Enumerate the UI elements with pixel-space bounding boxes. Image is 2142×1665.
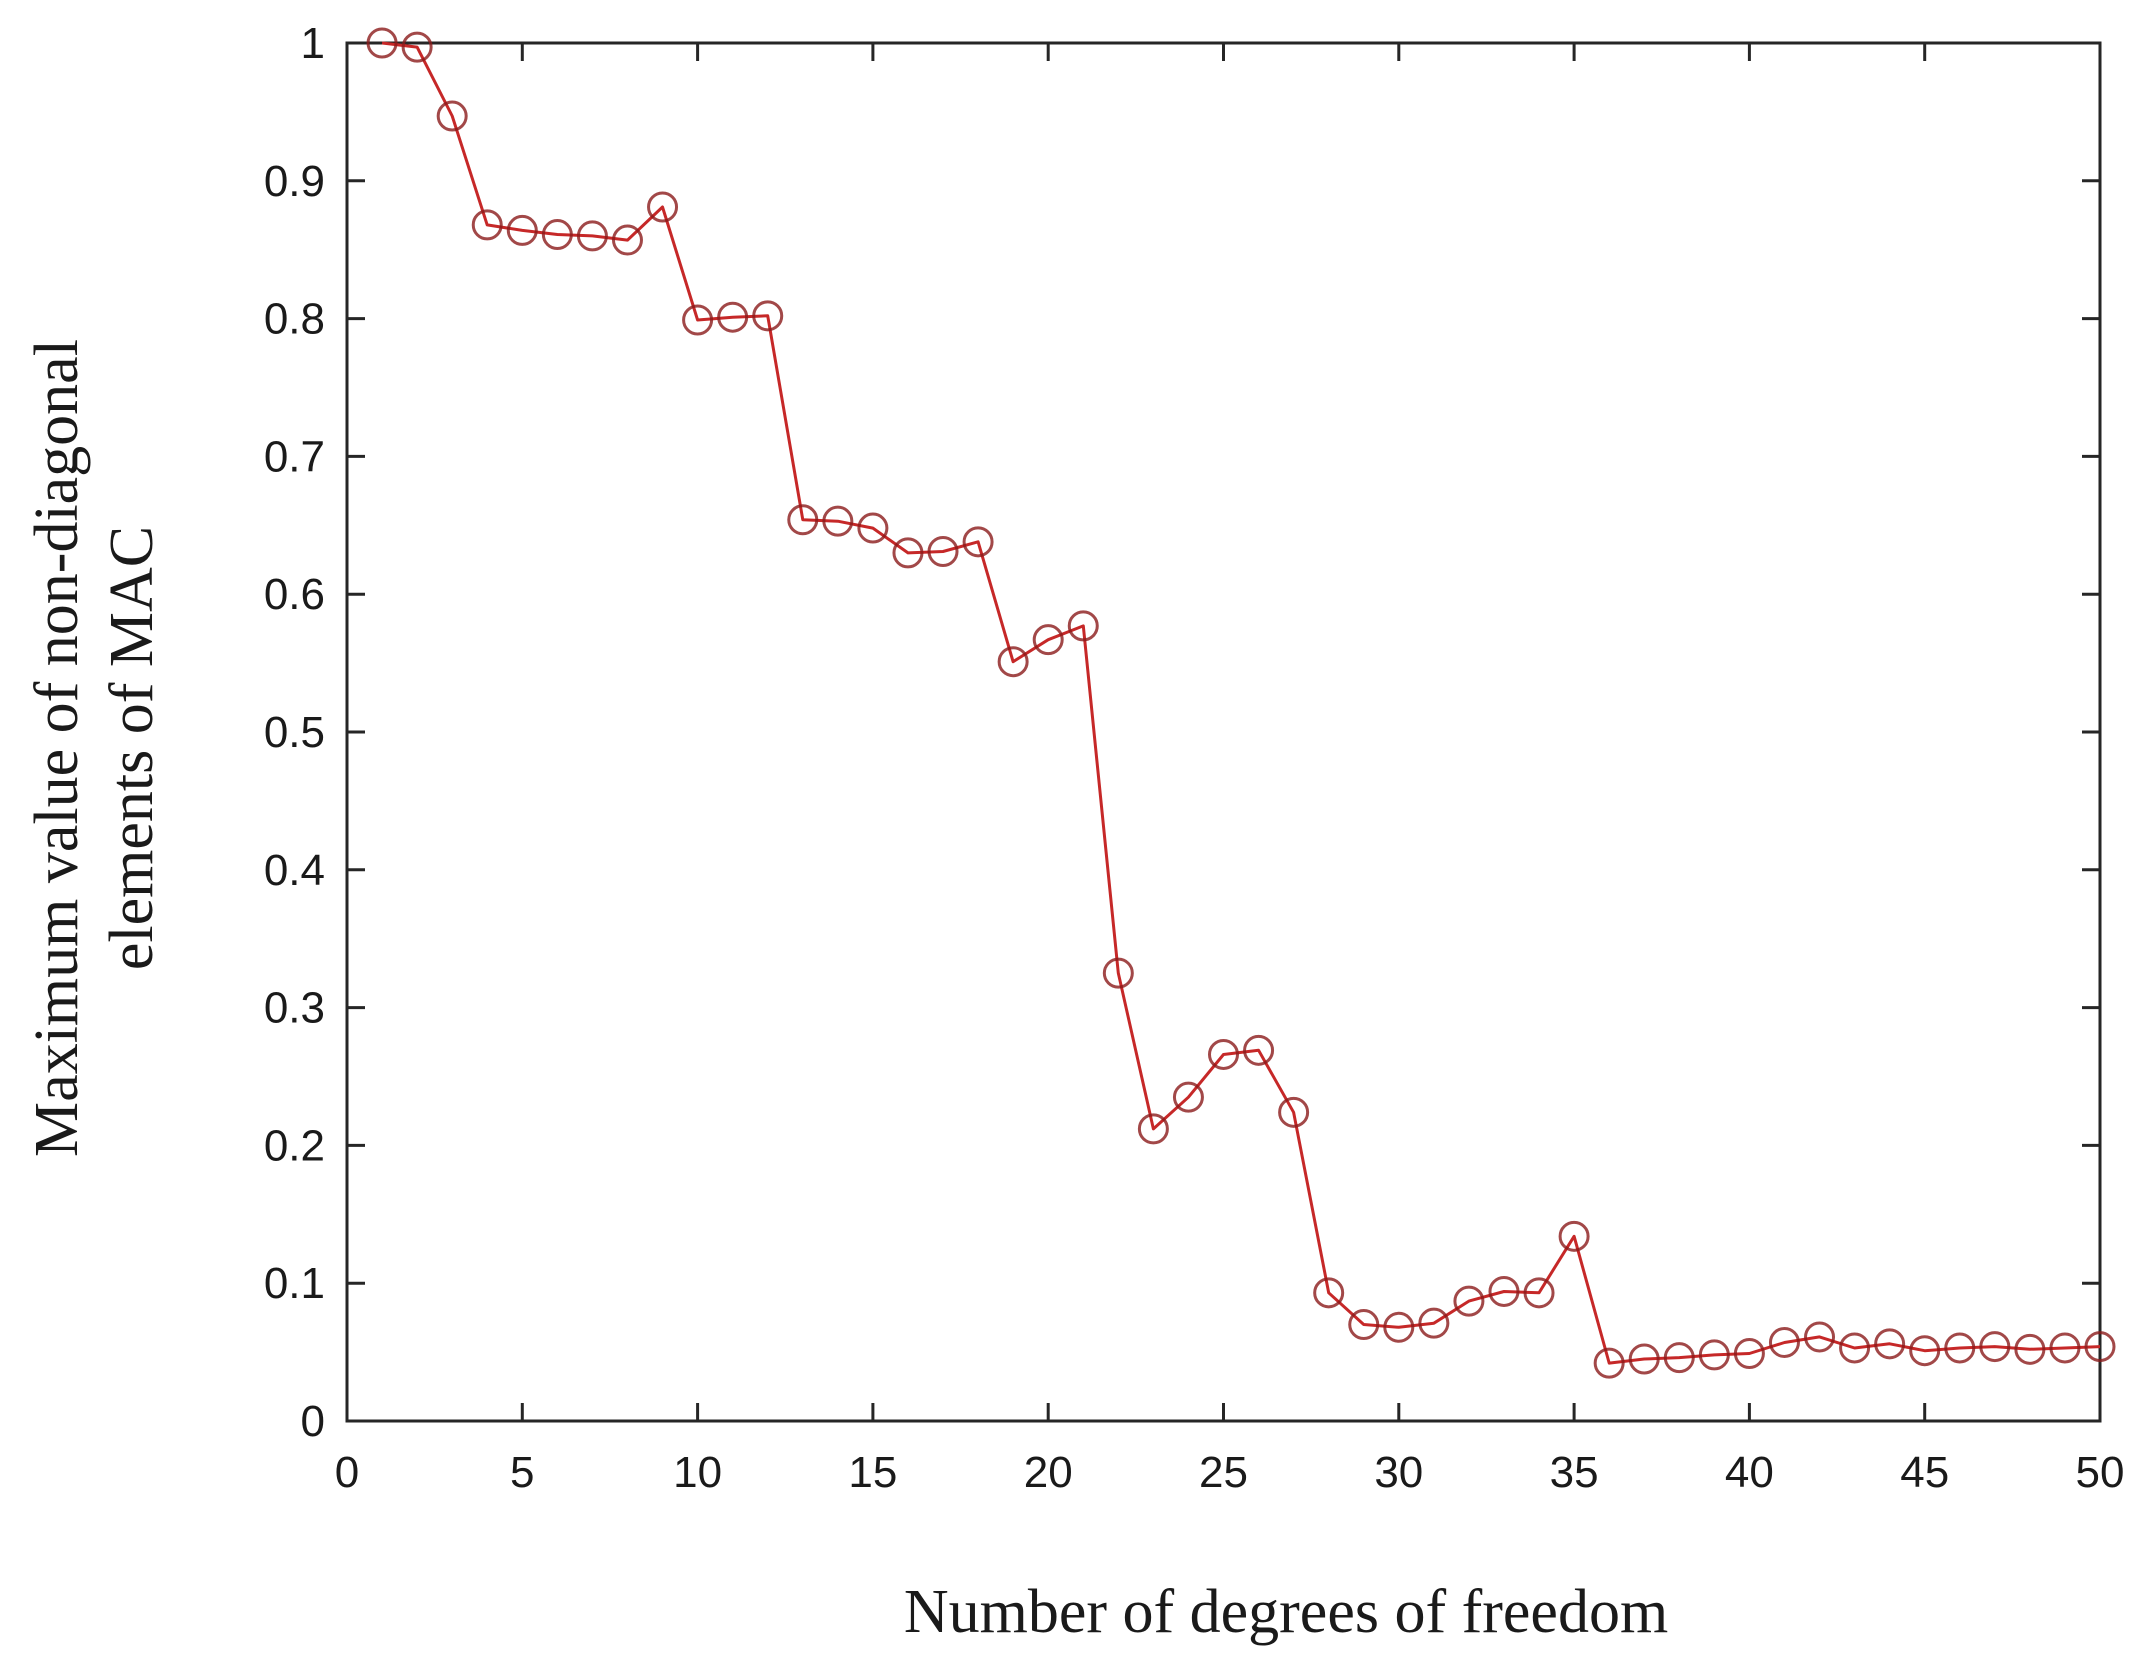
data-point bbox=[1558, 1220, 1590, 1252]
data-point bbox=[1593, 1347, 1625, 1379]
data-point bbox=[1488, 1275, 1520, 1307]
x-axis-title: Number of degrees of freedom bbox=[904, 1578, 1668, 1646]
data-point bbox=[1102, 957, 1134, 989]
data-point bbox=[1208, 1038, 1239, 1070]
y-tick-label: 0 bbox=[301, 1397, 325, 1446]
axis-ticks: 0 5 10 15 20 25 30 35 40 45 50 0 0.1 0.2 0.3 0.4 0.5 0.6 0… bbox=[264, 19, 2125, 1497]
plot-frame bbox=[345, 41, 2102, 1423]
data-point bbox=[1733, 1337, 1765, 1369]
series-line bbox=[381, 41, 2101, 1365]
y-axis-title-line-2: elements of MAC bbox=[98, 526, 166, 970]
data-point bbox=[541, 219, 573, 251]
data-point bbox=[962, 526, 994, 558]
data-point bbox=[1418, 1307, 1450, 1339]
data-point bbox=[1172, 1081, 1204, 1113]
x-tick-label: 0 bbox=[335, 1448, 359, 1497]
data-point bbox=[366, 27, 398, 59]
y-tick-label: 0.9 bbox=[264, 157, 325, 206]
data-point bbox=[717, 301, 749, 333]
data-point bbox=[997, 646, 1029, 678]
y-tick-label: 0.5 bbox=[264, 708, 325, 757]
data-point bbox=[1032, 624, 1064, 656]
y-tick-label: 1 bbox=[301, 19, 325, 68]
data-point bbox=[1663, 1342, 1695, 1374]
data-point bbox=[1348, 1309, 1380, 1341]
x-tick-label: 50 bbox=[2076, 1448, 2125, 1497]
data-point bbox=[1944, 1332, 1976, 1364]
x-tick-label: 30 bbox=[1374, 1448, 1423, 1497]
data-point bbox=[1698, 1339, 1730, 1371]
x-tick-label: 5 bbox=[510, 1448, 534, 1497]
data-point bbox=[822, 505, 854, 537]
plot-box bbox=[345, 41, 2102, 1423]
data-point bbox=[1839, 1332, 1871, 1364]
data-point bbox=[2049, 1332, 2081, 1364]
data-point bbox=[506, 214, 538, 246]
x-tick-label: 10 bbox=[673, 1448, 722, 1497]
data-point bbox=[1453, 1285, 1485, 1317]
y-tick-label: 0.3 bbox=[264, 984, 325, 1033]
data-point bbox=[1804, 1321, 1836, 1353]
x-tick-label: 25 bbox=[1199, 1448, 1248, 1497]
y-axis-title-line-1: Maximum value of non-diagonal bbox=[23, 339, 91, 1157]
y-tick-label: 0.7 bbox=[264, 432, 325, 481]
data-point bbox=[436, 100, 468, 132]
data-point bbox=[752, 300, 784, 332]
data-point bbox=[1243, 1034, 1275, 1066]
data-point bbox=[647, 191, 679, 223]
data-point bbox=[611, 224, 643, 256]
data-point bbox=[682, 304, 714, 336]
x-tick-label: 40 bbox=[1725, 1448, 1774, 1497]
x-tick-label: 20 bbox=[1024, 1448, 1073, 1497]
data-point bbox=[787, 504, 819, 536]
data-point bbox=[1313, 1277, 1345, 1309]
data-point bbox=[401, 31, 433, 63]
data-point bbox=[892, 537, 924, 569]
x-tick-label: 45 bbox=[1900, 1448, 1949, 1497]
data-point bbox=[857, 512, 889, 544]
data-point bbox=[1628, 1343, 1660, 1375]
data-point bbox=[1067, 610, 1099, 642]
data-point bbox=[1278, 1096, 1310, 1128]
y-tick-label: 0.1 bbox=[264, 1259, 325, 1308]
data-point bbox=[1768, 1326, 1800, 1358]
data-point bbox=[1383, 1311, 1415, 1343]
data-point bbox=[2084, 1331, 2116, 1363]
y-tick-label: 0.8 bbox=[264, 295, 325, 344]
x-tick-label: 15 bbox=[848, 1448, 897, 1497]
data-point bbox=[1979, 1331, 2011, 1363]
data-point bbox=[1909, 1335, 1941, 1367]
data-point bbox=[576, 220, 608, 252]
y-tick-label: 0.6 bbox=[264, 570, 325, 619]
data-point bbox=[927, 535, 959, 567]
y-tick-label: 0.2 bbox=[264, 1121, 325, 1170]
data-point bbox=[1137, 1113, 1169, 1145]
data-series bbox=[366, 27, 2116, 1379]
data-point bbox=[1874, 1328, 1906, 1360]
data-point bbox=[2014, 1333, 2046, 1365]
data-point bbox=[471, 209, 503, 241]
data-point bbox=[1523, 1277, 1555, 1309]
y-tick-label: 0.4 bbox=[264, 846, 325, 895]
x-tick-label: 35 bbox=[1550, 1448, 1599, 1497]
